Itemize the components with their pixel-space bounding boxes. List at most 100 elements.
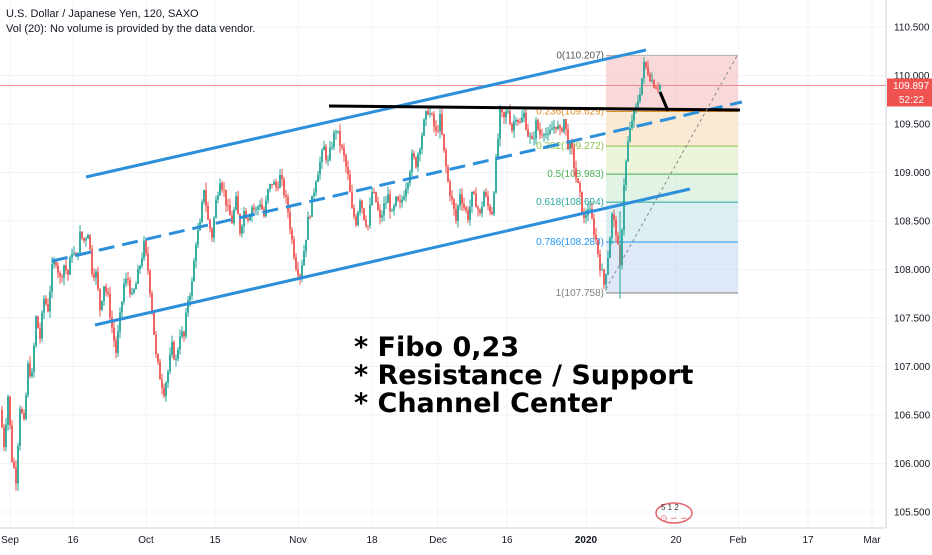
candle-body <box>205 190 207 206</box>
candle-body <box>37 316 39 329</box>
candle-body <box>87 234 89 239</box>
fibonacci-retracement[interactable]: 0(110.207)0.236(109.629)0.382(109.272)0.… <box>536 50 738 299</box>
candle-body <box>353 207 355 217</box>
candle-body <box>519 122 521 124</box>
candle-body <box>357 211 359 226</box>
candle-body <box>95 271 97 278</box>
candle-body <box>265 200 267 217</box>
annotation-resistance-support[interactable]: * Resistance / Support <box>354 360 694 391</box>
candle-body <box>127 278 129 280</box>
candle-body <box>189 295 191 301</box>
candle-body <box>49 291 51 312</box>
candle-body <box>289 212 291 230</box>
candle-body <box>399 200 401 203</box>
candle-body <box>377 201 379 210</box>
candle-body <box>595 234 597 240</box>
candle-body <box>647 67 649 75</box>
candle-body <box>527 129 529 137</box>
fib-zone <box>606 55 738 112</box>
fib-level-label: 1(107.758) <box>556 288 604 299</box>
price-scale[interactable]: 105.500 106.000 106.500 107.000 107.500 108.0… <box>885 0 931 528</box>
annotation-channel-center[interactable]: * Channel Center <box>354 388 613 419</box>
candle-body <box>21 408 23 413</box>
candle-body <box>655 87 657 89</box>
candle-body <box>323 146 325 151</box>
annotation-group[interactable]: * Fibo 0,23 * Resistance / Support * Cha… <box>354 332 694 419</box>
candle-body <box>279 175 281 188</box>
candle-body <box>575 168 577 179</box>
candle-body <box>187 300 189 313</box>
resistance-support-line[interactable] <box>328 104 741 112</box>
candle-body <box>361 200 363 209</box>
candle-body <box>391 210 393 212</box>
candle-body <box>511 123 513 131</box>
candle-body <box>229 205 231 216</box>
candle-body <box>221 183 223 190</box>
channel-lower-line[interactable] <box>94 187 691 327</box>
candle-body <box>475 193 477 208</box>
candle-body <box>267 189 269 201</box>
candle-body <box>251 207 253 216</box>
candle-body <box>509 111 511 124</box>
candle-body <box>193 260 195 282</box>
candle-body <box>139 265 141 270</box>
candle-body <box>125 278 127 284</box>
candle-body <box>431 113 433 115</box>
candle-body <box>555 126 557 129</box>
time-axis[interactable]: Sep 16 Oct 15 Nov 18 Dec 16 2020 20 Feb 17 Mar <box>0 527 886 546</box>
candle-body <box>385 202 387 204</box>
candle-body <box>79 231 81 253</box>
candle-body <box>597 239 599 255</box>
annotation-fibo[interactable]: * Fibo 0,23 <box>354 332 519 363</box>
candle-body <box>325 146 327 160</box>
candle-body <box>613 214 615 220</box>
candle-body <box>477 207 479 210</box>
candle-body <box>451 196 453 200</box>
candle-body <box>255 209 257 211</box>
candle-body <box>275 182 277 188</box>
candle-body <box>89 234 91 249</box>
candle-body <box>651 80 653 82</box>
candle-body <box>533 138 535 140</box>
candle-body <box>607 257 609 275</box>
candle-body <box>169 354 171 372</box>
candle-body <box>653 80 655 88</box>
candle-body <box>7 396 9 425</box>
candle-body <box>617 235 619 245</box>
channel-upper-line[interactable] <box>85 48 647 179</box>
candle-body <box>297 269 299 276</box>
drawing-tools[interactable] <box>51 48 743 327</box>
candle-body <box>387 194 389 203</box>
candle-body <box>443 134 445 151</box>
x-tick-label: Dec <box>429 535 447 546</box>
candle-body <box>429 113 431 115</box>
candle-body <box>295 257 297 270</box>
candle-body <box>513 121 515 131</box>
candle-body <box>447 166 449 182</box>
fib-level-label: 0.236(109.629) <box>536 106 604 117</box>
candle-body <box>571 142 573 149</box>
candle-body <box>531 135 533 139</box>
candle-body <box>339 130 341 146</box>
y-tick-label: 108.000 <box>894 265 931 276</box>
candle-body <box>175 359 177 361</box>
candle-body <box>459 194 461 206</box>
candle-body <box>453 199 455 210</box>
symbol-title[interactable]: U.S. Dollar / Japanese Yen, 120, SAXO <box>6 8 199 20</box>
candle-body <box>163 387 165 397</box>
candle-body <box>567 128 569 149</box>
projection-segment[interactable] <box>658 91 670 112</box>
candle-body <box>577 178 579 183</box>
last-price-value: 109.897 <box>893 81 930 92</box>
candle-body <box>503 111 505 118</box>
candle-body <box>157 353 159 362</box>
candle-body <box>313 192 315 196</box>
candle-body <box>411 153 413 173</box>
candle-body <box>117 331 119 353</box>
candle-body <box>61 276 63 278</box>
candle-body <box>397 196 399 201</box>
channel-center-line[interactable] <box>51 100 743 263</box>
candle-body <box>309 216 311 218</box>
